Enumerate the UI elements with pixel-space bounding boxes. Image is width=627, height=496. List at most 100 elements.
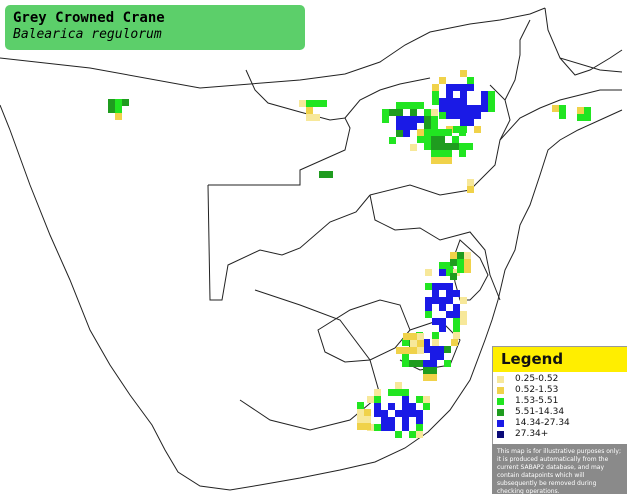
occupancy-cell xyxy=(403,123,410,130)
occupancy-cell xyxy=(423,403,430,410)
occupancy-cell xyxy=(460,105,467,112)
occupancy-cell xyxy=(431,129,438,136)
occupancy-cell xyxy=(431,150,438,157)
occupancy-cell xyxy=(559,105,566,112)
occupancy-cell xyxy=(464,266,471,273)
occupancy-cell xyxy=(577,107,584,114)
occupancy-cell xyxy=(552,105,559,112)
occupancy-cell xyxy=(388,424,395,431)
occupancy-cell xyxy=(409,403,416,410)
occupancy-cell xyxy=(395,431,402,438)
occupancy-cell xyxy=(115,99,122,106)
occupancy-cell xyxy=(446,297,453,304)
legend-item: 0.25-0.52 xyxy=(493,374,627,385)
occupancy-cell xyxy=(453,112,460,119)
occupancy-cell xyxy=(453,318,460,325)
occupancy-cell xyxy=(367,396,374,403)
legend-panel: Legend 0.25-0.52 0.52-1.53 1.53-5.51 5.5… xyxy=(492,346,627,495)
occupancy-cell xyxy=(460,98,467,105)
occupancy-cell xyxy=(382,109,389,116)
occupancy-cell xyxy=(431,136,438,143)
species-title-box: Grey Crowned Crane Balearica regulorum xyxy=(5,5,305,50)
occupancy-cell xyxy=(445,129,452,136)
occupancy-cell xyxy=(423,360,430,367)
occupancy-cell xyxy=(446,262,453,269)
occupancy-cell xyxy=(410,123,417,130)
occupancy-cell xyxy=(425,269,432,276)
occupancy-cell xyxy=(432,297,439,304)
occupancy-cell xyxy=(417,116,424,123)
occupancy-cell xyxy=(453,290,460,297)
occupancy-cell xyxy=(445,157,452,164)
legend-item: 1.53-5.51 xyxy=(493,396,627,407)
occupancy-cell xyxy=(402,396,409,403)
occupancy-cell xyxy=(357,423,364,430)
occupancy-cell xyxy=(453,325,460,332)
occupancy-cell xyxy=(403,130,410,137)
occupancy-cell xyxy=(460,91,467,98)
occupancy-cell xyxy=(382,116,389,123)
legend-swatch xyxy=(497,409,504,416)
legend-item: 0.52-1.53 xyxy=(493,385,627,396)
occupancy-cell xyxy=(320,100,327,107)
occupancy-cell xyxy=(459,129,466,136)
occupancy-cell xyxy=(444,346,451,353)
occupancy-cell xyxy=(450,259,457,266)
occupancy-cell xyxy=(388,417,395,424)
occupancy-cell xyxy=(326,171,333,178)
occupancy-cell xyxy=(417,333,424,340)
occupancy-cell xyxy=(409,410,416,417)
occupancy-cell xyxy=(460,297,467,304)
occupancy-cell xyxy=(432,84,439,91)
occupancy-cell xyxy=(467,112,474,119)
occupancy-cell xyxy=(481,98,488,105)
occupancy-cell xyxy=(374,424,381,431)
occupancy-cell xyxy=(459,150,466,157)
occupancy-cell xyxy=(381,417,388,424)
occupancy-cell xyxy=(457,259,464,266)
occupancy-cell xyxy=(439,112,446,119)
occupancy-cell xyxy=(396,102,403,109)
occupancy-cell xyxy=(423,396,430,403)
occupancy-cell xyxy=(439,77,446,84)
occupancy-cell xyxy=(439,297,446,304)
occupancy-cell xyxy=(389,137,396,144)
occupancy-cell xyxy=(424,123,431,130)
occupancy-cell xyxy=(488,105,495,112)
occupancy-cell xyxy=(417,340,424,347)
border-tanzania xyxy=(559,49,623,76)
legend-swatch xyxy=(497,387,504,394)
occupancy-cell xyxy=(444,360,451,367)
occupancy-cell xyxy=(466,143,473,150)
occupancy-cell xyxy=(364,423,371,430)
occupancy-cell xyxy=(446,290,453,297)
occupancy-cell xyxy=(115,113,122,120)
occupancy-cell xyxy=(374,389,381,396)
occupancy-cell xyxy=(431,109,438,116)
occupancy-cell xyxy=(403,333,410,340)
occupancy-cell xyxy=(439,325,446,332)
legend-title: Legend xyxy=(501,350,564,368)
occupancy-cell xyxy=(446,269,453,276)
occupancy-cell xyxy=(453,105,460,112)
occupancy-cell xyxy=(457,266,464,273)
occupancy-cell xyxy=(430,367,437,374)
occupancy-cell xyxy=(432,290,439,297)
occupancy-cell xyxy=(474,105,481,112)
legend-item: 27.34+ xyxy=(493,429,627,440)
occupancy-cell xyxy=(474,126,481,133)
occupancy-cell xyxy=(425,304,432,311)
occupancy-cell xyxy=(446,311,453,318)
occupancy-cell xyxy=(446,84,453,91)
legend-label: 1.53-5.51 xyxy=(515,396,559,406)
occupancy-cell xyxy=(410,109,417,116)
occupancy-cell xyxy=(313,114,320,121)
legend-label: 5.51-14.34 xyxy=(515,407,565,417)
occupancy-cell xyxy=(424,136,431,143)
occupancy-cell xyxy=(439,105,446,112)
border-malawi xyxy=(504,19,531,101)
occupancy-cell xyxy=(410,347,417,354)
occupancy-cell xyxy=(423,346,430,353)
occupancy-cell xyxy=(467,119,474,126)
occupancy-cell xyxy=(395,389,402,396)
